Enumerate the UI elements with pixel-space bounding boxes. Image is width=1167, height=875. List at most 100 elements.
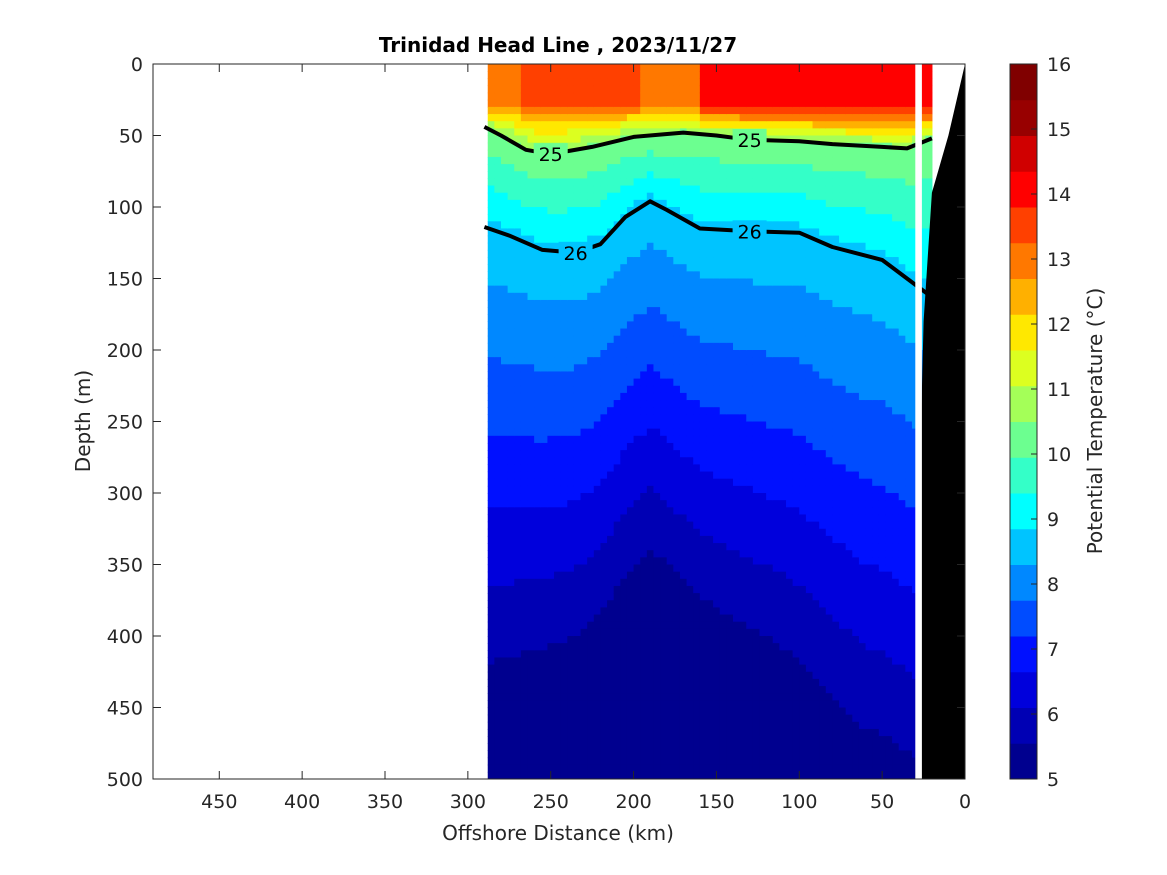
temperature-cell <box>646 106 655 115</box>
temperature-cell <box>739 507 747 516</box>
temperature-cell <box>613 71 621 79</box>
temperature-cell <box>752 335 761 344</box>
temperature-cell <box>613 671 621 680</box>
temperature-cell <box>567 521 575 530</box>
temperature-cell <box>759 585 767 594</box>
temperature-cell <box>520 707 529 716</box>
temperature-cell <box>507 728 515 737</box>
temperature-cell <box>772 235 780 244</box>
temperature-cell <box>607 149 615 158</box>
temperature-cell <box>560 164 568 172</box>
temperature-cell <box>587 557 595 566</box>
temperature-cell <box>686 514 694 523</box>
temperature-cell <box>633 550 641 558</box>
temperature-cell <box>613 764 621 773</box>
temperature-cell <box>759 156 767 165</box>
temperature-cell <box>719 249 727 258</box>
temperature-cell <box>613 757 621 766</box>
temperature-cell <box>547 314 555 322</box>
temperature-cell <box>600 292 608 301</box>
temperature-cell <box>514 450 522 458</box>
temperature-cell <box>487 442 495 451</box>
temperature-cell <box>560 600 568 608</box>
temperature-cell <box>507 571 515 580</box>
temperature-cell <box>726 285 734 294</box>
temperature-cell <box>713 257 721 265</box>
temperature-cell <box>580 707 588 716</box>
temperature-cell <box>660 493 668 501</box>
temperature-cell <box>739 478 747 487</box>
temperature-cell <box>547 557 555 566</box>
temperature-cell <box>640 171 648 179</box>
temperature-cell <box>640 235 648 244</box>
temperature-cell <box>766 700 774 709</box>
temperature-cell <box>706 600 714 608</box>
temperature-cell <box>673 693 681 701</box>
temperature-cell <box>805 450 814 458</box>
temperature-cell <box>554 371 562 380</box>
temperature-cell <box>666 736 674 744</box>
temperature-cell <box>567 121 575 129</box>
temperature-cell <box>792 707 800 716</box>
temperature-cell <box>534 714 542 723</box>
temperature-cell <box>600 764 608 773</box>
temperature-cell <box>786 371 794 380</box>
temperature-cell <box>633 686 641 694</box>
temperature-cell <box>560 342 568 351</box>
temperature-cell <box>547 543 555 551</box>
temperature-cell <box>567 493 575 501</box>
temperature-cell <box>792 321 800 330</box>
temperature-cell <box>653 543 661 551</box>
temperature-cell <box>719 571 727 580</box>
temperature-cell <box>766 428 774 437</box>
temperature-cell <box>660 450 668 458</box>
temperature-cell <box>633 142 641 151</box>
temperature-cell <box>633 450 641 458</box>
temperature-cell <box>514 707 522 716</box>
temperature-cell <box>733 164 741 172</box>
temperature-cell <box>580 328 588 337</box>
temperature-cell <box>746 628 754 637</box>
temperature-cell <box>726 371 734 380</box>
temperature-cell <box>693 378 701 387</box>
temperature-cell <box>567 407 575 415</box>
temperature-cell <box>527 750 535 759</box>
temperature-cell <box>713 142 721 151</box>
temperature-cell <box>607 285 615 294</box>
temperature-cell <box>699 471 708 480</box>
temperature-cell <box>527 342 535 351</box>
temperature-cell <box>766 585 774 594</box>
temperature-cell <box>520 528 529 537</box>
temperature-cell <box>679 585 688 594</box>
temperature-cell <box>772 335 780 344</box>
temperature-cell <box>679 385 688 394</box>
temperature-cell <box>766 156 774 165</box>
temperature-cell <box>520 593 529 601</box>
temperature-cell <box>494 378 502 387</box>
temperature-cell <box>719 257 727 265</box>
temperature-cell <box>739 92 747 101</box>
temperature-cell <box>633 228 641 237</box>
temperature-cell <box>713 149 721 158</box>
temperature-cell <box>713 264 721 272</box>
temperature-cell <box>547 743 555 751</box>
temperature-cell <box>600 442 608 451</box>
temperature-cell <box>792 571 800 580</box>
temperature-cell <box>739 385 747 394</box>
temperature-cell <box>706 471 714 480</box>
temperature-cell <box>660 128 668 137</box>
temperature-cell <box>752 78 761 87</box>
temperature-cell <box>759 342 767 351</box>
temperature-cell <box>733 106 741 115</box>
temperature-cell <box>494 621 502 630</box>
temperature-cell <box>587 700 595 709</box>
temperature-cell <box>587 135 595 144</box>
temperature-cell <box>580 235 588 244</box>
temperature-cell <box>693 271 701 280</box>
temperature-cell <box>660 142 668 151</box>
temperature-cell <box>633 271 641 280</box>
temperature-cell <box>805 571 814 580</box>
temperature-cell <box>626 521 635 530</box>
temperature-cell <box>580 636 588 644</box>
temperature-cell <box>799 478 807 487</box>
